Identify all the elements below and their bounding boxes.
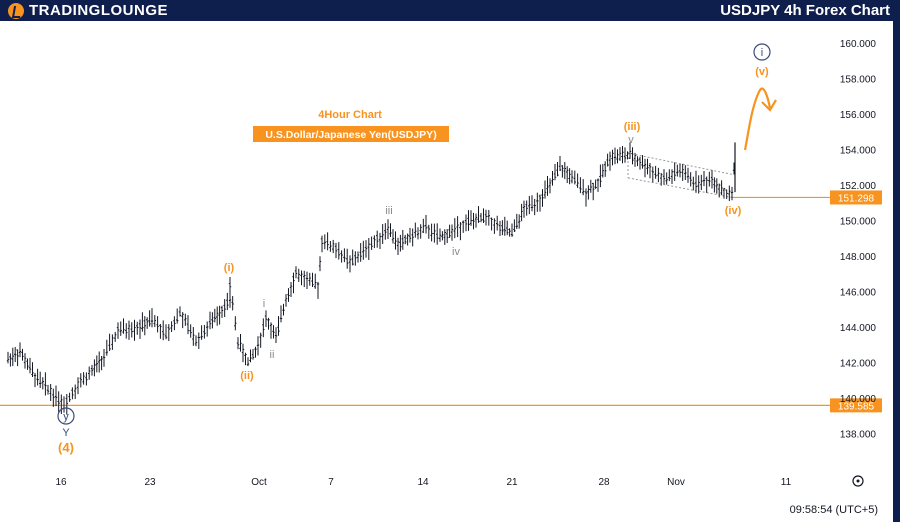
logo-text: TradingLounge <box>29 2 168 19</box>
chart-panel[interactable] <box>0 21 893 494</box>
header-bar: TradingLounge USDJPY 4h Forex Chart <box>0 0 900 21</box>
chart-title-header: USDJPY 4h Forex Chart <box>720 2 890 19</box>
trading-lounge-logo[interactable]: TradingLounge <box>8 0 168 21</box>
footer-bar <box>0 494 900 522</box>
utc-clock: 09:58:54 (UTC+5) <box>789 504 878 516</box>
trading-lounge-logo-icon <box>8 2 24 19</box>
right-edge <box>893 21 900 522</box>
